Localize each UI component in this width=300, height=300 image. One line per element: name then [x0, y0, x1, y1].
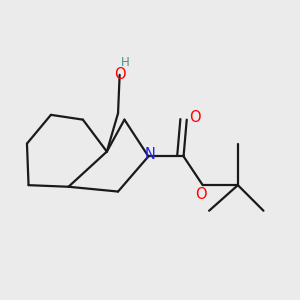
Text: O: O	[195, 187, 207, 202]
Text: O: O	[114, 68, 125, 82]
Text: O: O	[189, 110, 201, 124]
Text: N: N	[145, 147, 155, 162]
Text: H: H	[121, 56, 130, 69]
